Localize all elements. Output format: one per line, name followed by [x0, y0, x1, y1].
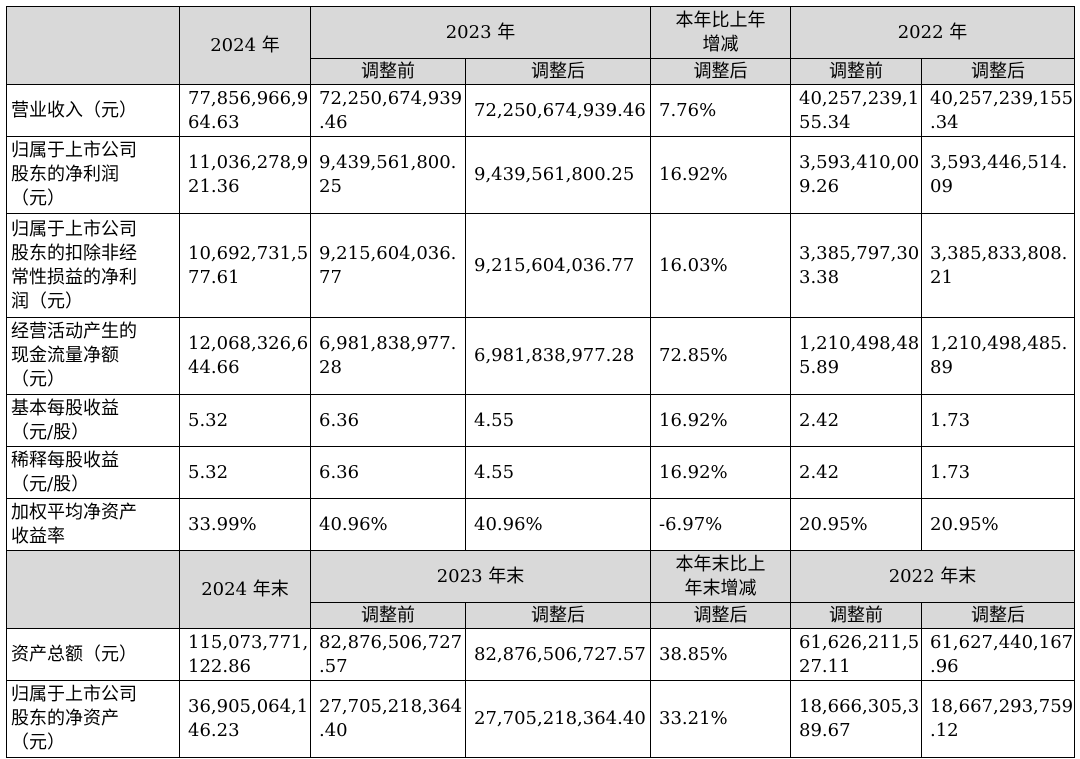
value-2024: 12,068,326,6 44.66 — [179, 317, 311, 395]
value-2023-after: 27,705,218,364.40 — [465, 680, 651, 758]
table-row: 加权平均净资产 收益率 33.99% 40.96% 40.96% -6.97% 20.95%… — [6, 498, 1075, 551]
row-label: 加权平均净资产 收益率 — [6, 498, 180, 551]
header-2023-end: 2023 年末 — [310, 550, 651, 603]
value-2022-after: 3,385,833,808. 21 — [921, 213, 1075, 318]
value-2024: 5.32 — [179, 394, 311, 447]
value-2022-before: 18,666,305,3 89.67 — [790, 680, 922, 758]
header-2023-before: 调整前 — [310, 58, 466, 85]
value-yoy-change: 16.92% — [650, 136, 791, 214]
header-2024: 2024 年 — [179, 6, 311, 85]
header-yoy-end-after: 调整后 — [650, 602, 791, 629]
value-2022-before: 1,210,498,48 5.89 — [790, 317, 922, 395]
value-2023-after: 82,876,506,727.57 — [465, 628, 651, 681]
value-2024: 77,856,966,9 64.63 — [179, 84, 311, 137]
header-yoy-after: 调整后 — [650, 58, 791, 85]
header-2023: 2023 年 — [310, 6, 651, 59]
header-row-adjust: 调整前 调整后 调整后 调整前 调整后 — [7, 58, 1075, 85]
table-row: 营业收入（元） 77,856,966,9 64.63 72,250,674,939.4… — [6, 84, 1075, 137]
value-2023-after: 40.96% — [465, 498, 651, 551]
header-2022-end: 2022 年末 — [790, 550, 1075, 603]
value-2022-before: 61,626,211,5 27.11 — [790, 628, 922, 681]
header-yoy: 本年比上年 增减 — [650, 6, 791, 59]
value-2023-after: 72,250,674,939.46 — [465, 84, 651, 137]
value-2022-after: 20.95% — [921, 498, 1075, 551]
row-label: 经营活动产生的 现金流量净额 （元） — [6, 317, 180, 395]
table-row: 归属于上市公司 股东的扣除非经 常性损益的净利 润（元） 10,692,731,5 77.… — [6, 213, 1075, 318]
value-2022-after: 18,667,293,759.12 — [921, 680, 1075, 758]
value-2022-after: 1.73 — [921, 446, 1075, 499]
row-label: 基本每股收益 （元/股） — [6, 394, 180, 447]
value-2024: 5.32 — [179, 446, 311, 499]
value-2024: 33.99% — [179, 498, 311, 551]
header-2023-after: 调整后 — [465, 58, 651, 85]
value-yoy-change: 38.85% — [650, 628, 791, 681]
header-2022-before: 调整前 — [790, 58, 922, 85]
row-label: 资产总额（元） — [6, 628, 180, 681]
value-2024: 36,905,064,1 46.23 — [179, 680, 311, 758]
value-2023-before: 72,250,674,939.46 — [310, 84, 466, 137]
value-2023-after: 9,215,604,036.77 — [465, 213, 651, 318]
header-2023-end-after: 调整后 — [465, 602, 651, 629]
value-2024: 115,073,771, 122.86 — [179, 628, 311, 681]
value-2023-before: 40.96% — [310, 498, 466, 551]
value-yoy-change: -6.97% — [650, 498, 791, 551]
header-2024-end: 2024 年末 — [179, 550, 311, 629]
header-2022-end-before: 调整前 — [790, 602, 922, 629]
row-label: 归属于上市公司 股东的净资产 （元） — [6, 680, 180, 758]
value-2023-before: 6.36 — [310, 394, 466, 447]
value-2023-after: 9,439,561,800.25 — [465, 136, 651, 214]
row-label: 稀释每股收益 （元/股） — [6, 446, 180, 499]
row-label: 归属于上市公司 股东的净利润 （元） — [6, 136, 180, 214]
table-row: 稀释每股收益 （元/股） 5.32 6.36 4.55 16.92% 2.42 1.73 — [6, 446, 1075, 499]
value-2023-before: 6,981,838,977. 28 — [310, 317, 466, 395]
value-2023-before: 82,876,506,727.57 — [310, 628, 466, 681]
value-2022-after: 3,593,446,514. 09 — [921, 136, 1075, 214]
value-2023-before: 27,705,218,364.40 — [310, 680, 466, 758]
value-2022-before: 3,385,797,30 3.38 — [790, 213, 922, 318]
value-2022-after: 1,210,498,485. 89 — [921, 317, 1075, 395]
value-2024: 11,036,278,9 21.36 — [179, 136, 311, 214]
value-yoy-change: 16.03% — [650, 213, 791, 318]
value-2022-before: 2.42 — [790, 446, 922, 499]
value-yoy-change: 16.92% — [650, 394, 791, 447]
header-row-adjust-end: 调整前 调整后 调整后 调整前 调整后 — [7, 602, 1075, 629]
header-2023-end-before: 调整前 — [310, 602, 466, 629]
header-row-years-end: 2024 年末 2023 年末 本年末比上 年末增减 2022 年末 — [6, 550, 1075, 629]
header-2022-end-after: 调整后 — [921, 602, 1075, 629]
header-yoy-end: 本年末比上 年末增减 — [650, 550, 791, 603]
value-2022-after: 1.73 — [921, 394, 1075, 447]
value-2022-before: 20.95% — [790, 498, 922, 551]
table-row: 归属于上市公司 股东的净利润 （元） 11,036,278,9 21.36 9,439,5… — [6, 136, 1075, 214]
value-2022-after: 40,257,239,155.34 — [921, 84, 1075, 137]
value-2022-before: 3,593,410,00 9.26 — [790, 136, 922, 214]
header-row-years: 2024 年 2023 年 本年比上年 增减 2022 年 — [6, 6, 1075, 85]
financial-indicators-table: 2024 年 2023 年 本年比上年 增减 2022 年 调整前 调整后 调整后… — [6, 6, 1075, 758]
value-2024: 10,692,731,5 77.61 — [179, 213, 311, 318]
table-row: 经营活动产生的 现金流量净额 （元） 12,068,326,6 44.66 6,981,8… — [6, 317, 1075, 395]
value-2023-after: 4.55 — [465, 394, 651, 447]
value-2023-before: 9,215,604,036. 77 — [310, 213, 466, 318]
value-2023-after: 6,981,838,977.28 — [465, 317, 651, 395]
header-2022-after: 调整后 — [921, 58, 1075, 85]
table-row: 资产总额（元） 115,073,771, 122.86 82,876,506,727.… — [6, 628, 1075, 681]
row-label: 营业收入（元） — [6, 84, 180, 137]
value-yoy-change: 33.21% — [650, 680, 791, 758]
value-2022-before: 2.42 — [790, 394, 922, 447]
value-2023-after: 4.55 — [465, 446, 651, 499]
row-label: 归属于上市公司 股东的扣除非经 常性损益的净利 润（元） — [6, 213, 180, 318]
value-yoy-change: 72.85% — [650, 317, 791, 395]
value-2023-before: 6.36 — [310, 446, 466, 499]
value-2022-before: 40,257,239,1 55.34 — [790, 84, 922, 137]
header-corner-2 — [6, 550, 180, 629]
header-corner — [6, 6, 180, 85]
value-2022-after: 61,627,440,167.96 — [921, 628, 1075, 681]
value-yoy-change: 16.92% — [650, 446, 791, 499]
value-2023-before: 9,439,561,800. 25 — [310, 136, 466, 214]
header-2022: 2022 年 — [790, 6, 1075, 59]
table-row: 基本每股收益 （元/股） 5.32 6.36 4.55 16.92% 2.42 1.73 — [6, 394, 1075, 447]
value-yoy-change: 7.76% — [650, 84, 791, 137]
table-row: 归属于上市公司 股东的净资产 （元） 36,905,064,1 46.23 27,705,… — [6, 680, 1075, 758]
